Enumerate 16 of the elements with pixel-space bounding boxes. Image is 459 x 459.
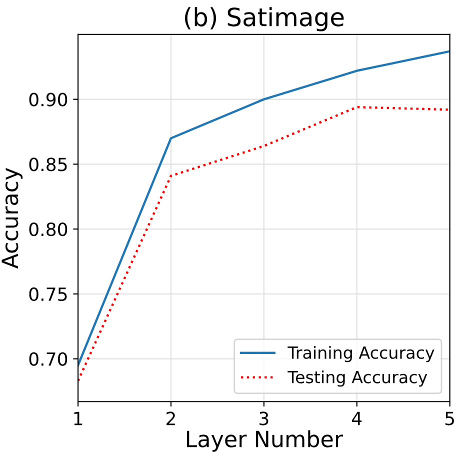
x-axis-title: Layer Number	[186, 430, 344, 452]
line-series	[78, 50, 450, 366]
legend-label: Training Accuracy	[288, 346, 434, 362]
y-tick-label: 0.80	[29, 222, 68, 236]
y-tick-label: 0.75	[29, 287, 67, 302]
y-tick-label: 0.85	[29, 158, 67, 172]
y-tick-label: 0.90	[29, 92, 68, 106]
x-tick-label: 5	[445, 412, 454, 426]
x-tick-label: 2	[166, 412, 175, 426]
y-axis-title: Accuracy	[2, 168, 23, 269]
x-tick-label: 1	[74, 412, 82, 426]
y-tick-label: 0.70	[29, 352, 68, 366]
legend-label: Testing Accuracy	[288, 370, 428, 387]
x-tick-label: 3	[260, 412, 268, 426]
x-tick-label: 4	[352, 412, 362, 426]
chart-title: (b) Satimage	[184, 7, 344, 32]
